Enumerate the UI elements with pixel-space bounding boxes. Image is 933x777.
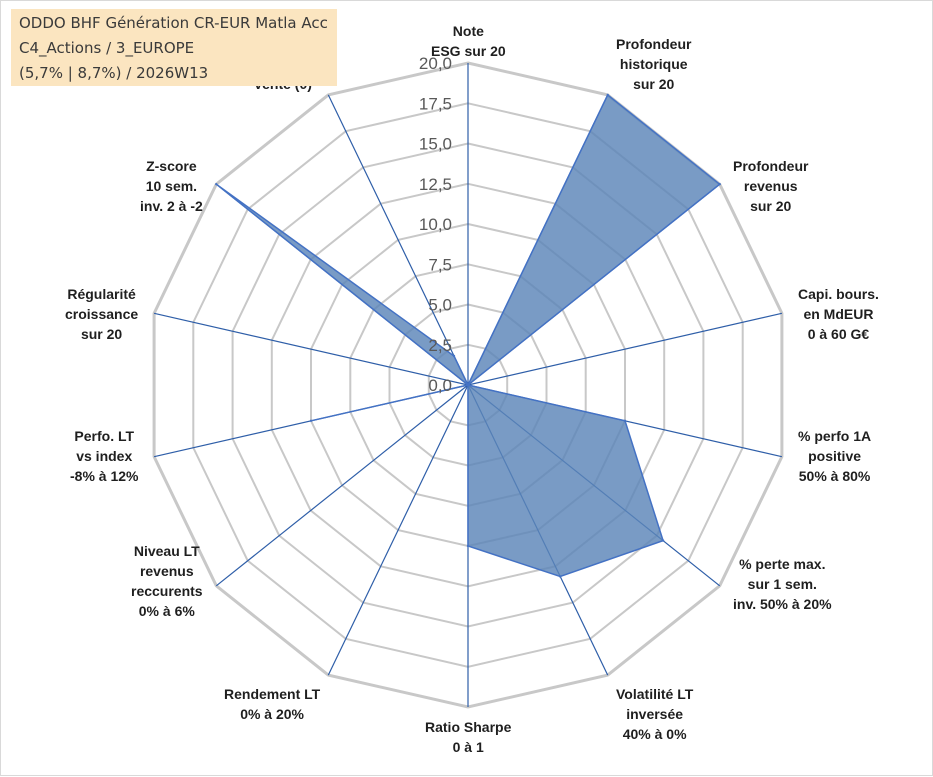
tick-label-7: 17,5	[419, 94, 452, 113]
axis-label-1: Profondeur historique sur 20	[616, 34, 691, 94]
series-point-5	[661, 539, 665, 542]
axis-label-line: 0 à 60 G€	[807, 326, 870, 342]
axis-label-line: Z-score	[146, 158, 197, 174]
radar-series	[215, 93, 721, 578]
axis-label-line: positive	[808, 448, 862, 464]
axis-label-line: Niveau LT	[133, 543, 200, 559]
fund-name: ODDO BHF Génération CR-EUR Matla Acc	[19, 14, 328, 32]
tick-label-2: 5,0	[428, 296, 452, 315]
tick-label-4: 10,0	[419, 215, 452, 234]
axis-label-line: Perfo. LT	[74, 428, 135, 444]
axis-label-12: Z-score 10 sem. inv. 2 à -2	[140, 156, 203, 216]
axis-label-line: croissance	[65, 306, 139, 322]
series-point-13	[452, 354, 456, 358]
axis-label-line: 10 sem.	[145, 178, 198, 194]
tick-label-8: 20,0	[419, 54, 452, 73]
axis-label-line: revenus	[139, 563, 194, 579]
axis-label-3: Capi. bours. en MdEUR 0 à 60 G€	[798, 284, 879, 344]
axis-spoke-13	[327, 94, 469, 386]
axis-label-line: -8% à 12%	[70, 468, 139, 484]
axis-label-2: Profondeur revenus sur 20	[733, 156, 808, 216]
axis-label-line: 0% à 20%	[240, 706, 305, 722]
axis-label-line: % perfo 1A	[798, 428, 872, 444]
radar-tick-labels: 0,0 2,5 5,0 7,5 10,0 12,5 15,0 17,5 20,0	[419, 54, 452, 395]
series-point-1	[606, 93, 609, 97]
axis-label-line: historique	[619, 56, 688, 72]
axis-spoke-9	[215, 384, 469, 587]
axis-label-line: Note	[452, 23, 484, 39]
axis-label-line: ESG sur 20	[431, 43, 506, 59]
axis-label-line: Régularité	[67, 286, 136, 302]
axis-label-line: inv. 50% à 20%	[733, 596, 832, 612]
series-point-12	[215, 183, 218, 186]
series-area-0	[215, 93, 721, 578]
axis-label-line: sur 20	[80, 326, 123, 342]
axis-label-line: Profondeur	[733, 158, 809, 174]
axis-label-line: Rendement LT	[224, 686, 321, 702]
tick-label-5: 12,5	[419, 175, 452, 194]
axis-spoke-3	[467, 312, 783, 386]
axis-label-10: Perfo. LT vs index -8% à 12%	[70, 426, 138, 486]
axis-label-7: Ratio Sharpe 0 à 1	[425, 717, 511, 757]
axis-label-8: Rendement LT 0% à 20%	[224, 684, 320, 724]
tick-label-0: 0,0	[428, 376, 452, 395]
axis-label-line: inversée	[626, 706, 684, 722]
tick-label-1: 2,5	[428, 336, 452, 355]
axis-label-line: sur 20	[633, 76, 675, 92]
axis-label-line: 0 à 1	[452, 739, 484, 755]
axis-label-line: sur 1 sem.	[747, 576, 817, 592]
axis-label-line: Profondeur	[616, 36, 692, 52]
axis-label-9: Niveau LT revenus reccurents 0% à 6%	[131, 541, 203, 621]
series-point-4	[623, 419, 627, 422]
fund-title-box: ODDO BHF Génération CR-EUR Matla Acc C4_…	[11, 9, 337, 86]
axis-label-line: Capi. bours.	[798, 286, 879, 302]
tick-label-6: 15,0	[419, 135, 452, 154]
fund-stats: (5,7% | 8,7%) / 2026W13	[19, 64, 209, 82]
tick-label-3: 7,5	[428, 255, 452, 274]
fund-category: C4_Actions / 3_EUROPE	[19, 39, 195, 57]
axis-spoke-8	[327, 384, 469, 676]
axis-label-11: Régularité croissance sur 20	[65, 284, 138, 344]
axis-label-line: en MdEUR	[803, 306, 874, 322]
series-point-2	[718, 183, 721, 186]
axis-label-line: Ratio Sharpe	[425, 719, 512, 735]
axis-label-line: vs index	[76, 448, 133, 464]
axis-label-6: Volatilité LT inversée 40% à 0%	[616, 684, 693, 744]
series-point-11	[466, 383, 470, 387]
axis-label-line: reccurents	[131, 583, 203, 599]
axis-label-5: % perte max. sur 1 sem. inv. 50% à 20%	[733, 554, 832, 614]
series-point-7	[466, 544, 470, 548]
axis-label-line: 0% à 6%	[138, 603, 195, 619]
axis-label-line: inv. 2 à -2	[140, 198, 203, 214]
axis-label-line: % perte max.	[739, 556, 826, 572]
axis-label-line: sur 20	[750, 198, 792, 214]
series-point-10	[309, 419, 313, 422]
axis-label-line: 50% à 80%	[798, 468, 871, 484]
axis-label-line: revenus	[743, 178, 798, 194]
axis-spoke-11	[153, 312, 469, 386]
axis-label-0: Note ESG sur 20	[431, 21, 506, 61]
axis-label-line: 40% à 0%	[622, 726, 687, 742]
axis-label-4: % perfo 1A positive 50% à 80%	[798, 426, 871, 486]
axis-label-line: Volatilité LT	[616, 686, 694, 702]
series-point-6	[559, 575, 562, 578]
